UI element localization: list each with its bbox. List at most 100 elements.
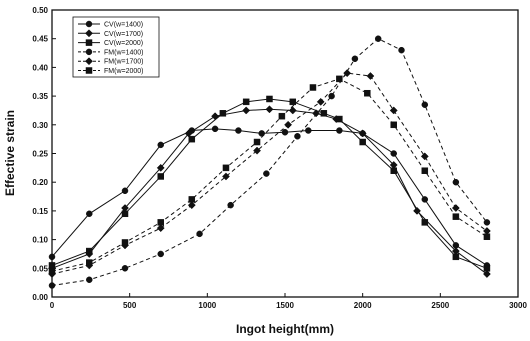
data-point <box>157 141 164 149</box>
data-point <box>294 133 301 140</box>
x-tick-label: 0 <box>50 301 55 310</box>
data-point <box>305 127 312 134</box>
data-point <box>420 152 429 161</box>
legend-entry: FM(w=1700) <box>78 57 143 66</box>
legend-entry: FM(w=2000) <box>78 67 143 75</box>
legend-label: FM(w=1700) <box>104 59 143 66</box>
data-point <box>452 253 460 261</box>
data-point <box>211 112 220 121</box>
data-point <box>263 170 270 177</box>
data-point <box>156 163 165 172</box>
legend-box <box>72 16 160 78</box>
data-point <box>390 121 397 129</box>
y-tick-label: 0.50 <box>32 6 48 15</box>
data-point <box>374 35 382 42</box>
data-point <box>483 233 491 240</box>
data-point <box>188 135 196 143</box>
legend-swatch-marker <box>85 29 93 38</box>
legend-swatch-marker <box>85 20 93 28</box>
x-tick-label: 2500 <box>431 301 449 310</box>
data-point <box>390 167 397 174</box>
data-point <box>452 178 460 186</box>
data-point <box>288 106 297 115</box>
data-point <box>483 265 491 272</box>
data-point <box>343 69 352 78</box>
y-tick-label: 0.15 <box>32 207 48 216</box>
data-point <box>219 110 227 117</box>
data-point <box>211 125 219 133</box>
series-2 <box>48 105 491 278</box>
data-point <box>253 146 261 155</box>
series-6 <box>48 75 491 275</box>
data-point <box>222 164 230 172</box>
data-point <box>358 129 367 138</box>
y-tick-label: 0.20 <box>32 178 48 187</box>
data-point <box>389 106 398 115</box>
data-point <box>336 127 343 134</box>
data-point <box>235 127 242 134</box>
data-point <box>421 219 429 226</box>
legend-swatch-marker <box>85 39 93 46</box>
data-point <box>336 75 343 83</box>
x-tick-label: 1000 <box>198 301 216 310</box>
data-point <box>278 112 286 120</box>
data-point <box>482 270 491 278</box>
data-point <box>121 187 129 195</box>
data-point <box>421 101 429 108</box>
legend-swatch-marker <box>85 48 93 56</box>
legend-swatch-marker <box>85 67 93 74</box>
data-point <box>157 219 164 226</box>
data-point <box>242 98 250 106</box>
data-point <box>281 129 289 136</box>
series-3 <box>48 95 491 272</box>
y-axis-label: Effective strain <box>3 110 17 196</box>
legend-label: CV(w=2000) <box>104 40 143 47</box>
legend-swatch-marker <box>85 57 93 66</box>
data-point <box>483 219 491 226</box>
x-tick-label: 3000 <box>509 301 527 310</box>
y-tick-label: 0.10 <box>32 236 48 245</box>
legend-entry: CV(w=1700) <box>78 29 143 38</box>
series-1 <box>48 125 491 269</box>
data-point <box>265 105 274 114</box>
data-point <box>227 201 234 209</box>
legend-label: FM(w=1400) <box>104 49 143 56</box>
data-point <box>421 196 429 203</box>
data-point <box>316 97 325 106</box>
data-point <box>351 55 359 63</box>
data-point <box>309 84 317 91</box>
legend-label: CV(w=1400) <box>104 22 143 29</box>
legend-label: FM(w=2000) <box>104 68 143 75</box>
data-point <box>187 201 196 210</box>
data-point <box>86 210 93 218</box>
series-line <box>51 128 488 266</box>
series-4 <box>48 35 491 289</box>
data-point <box>48 282 56 289</box>
data-point <box>222 172 230 181</box>
x-tick-label: 2000 <box>354 301 372 310</box>
data-point <box>364 89 371 97</box>
data-point <box>320 110 328 117</box>
data-point <box>121 210 129 218</box>
data-point <box>188 196 196 203</box>
data-point <box>359 138 366 146</box>
data-point <box>328 92 335 100</box>
series-line <box>51 108 488 275</box>
y-tick-label: 0.00 <box>32 293 48 302</box>
legend-entry: CV(w=1400) <box>78 20 143 29</box>
data-point <box>336 115 343 123</box>
data-point <box>196 230 203 238</box>
data-point <box>421 167 429 174</box>
data-point <box>289 98 297 106</box>
y-tick-label: 0.25 <box>32 150 48 159</box>
legend-label: CV(w=1700) <box>104 31 143 38</box>
y-tick-label: 0.30 <box>32 121 48 130</box>
y-tick-label: 0.40 <box>32 63 48 72</box>
data-point <box>452 213 460 220</box>
y-tick-label: 0.35 <box>32 92 48 101</box>
data-point <box>86 247 93 255</box>
data-point <box>86 276 93 284</box>
data-point <box>157 173 164 180</box>
data-point <box>242 106 251 115</box>
data-point <box>157 250 164 258</box>
